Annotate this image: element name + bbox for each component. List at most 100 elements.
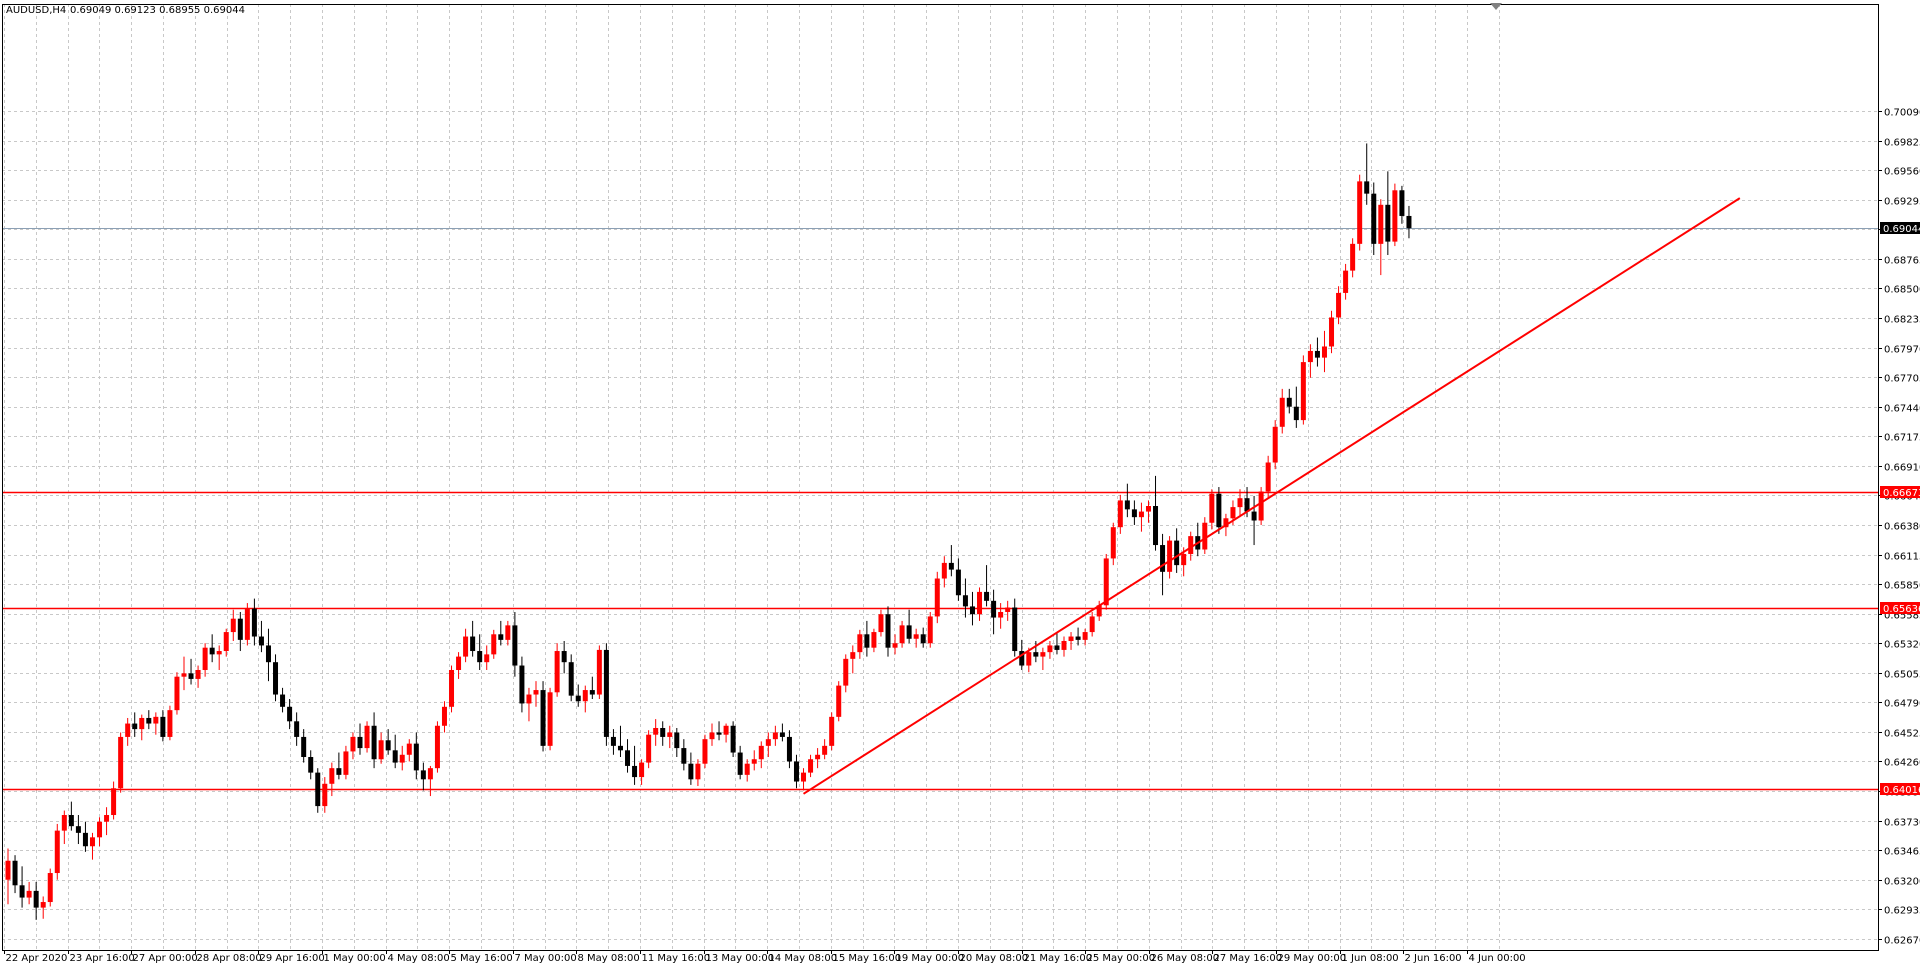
candle-body	[724, 726, 729, 735]
candle-body	[1336, 293, 1341, 318]
candle-body	[935, 579, 940, 617]
candle-body	[27, 891, 32, 898]
candle-body	[1005, 608, 1010, 612]
candle-body	[857, 634, 862, 652]
x-tick-label: 27 May 16:00	[1214, 953, 1283, 964]
candle-body	[1294, 407, 1299, 420]
candle-body	[470, 637, 475, 652]
y-tick-label: 0.67705	[1884, 374, 1920, 385]
candle-body	[512, 625, 517, 665]
candle-body	[808, 759, 813, 772]
candle-body	[414, 744, 419, 771]
candle-body	[893, 643, 898, 647]
candle-body	[118, 737, 123, 788]
x-tick-label: 25 May 00:00	[1087, 953, 1156, 964]
candle-body	[1230, 507, 1235, 518]
candle-body	[991, 601, 996, 618]
candle-body	[534, 690, 539, 694]
y-tick-label: 0.67175	[1884, 433, 1920, 444]
candle-body	[449, 670, 454, 707]
x-tick-label: 7 May 00:00	[515, 953, 577, 964]
candle-body	[1104, 558, 1109, 605]
candle-body	[160, 717, 165, 737]
candle-body	[900, 625, 905, 643]
candle-body	[829, 717, 834, 746]
candle-body	[822, 746, 827, 755]
y-tick-label: 0.68235	[1884, 315, 1920, 326]
candle-body	[400, 755, 405, 763]
candle-body	[921, 634, 926, 643]
candle-body	[1153, 506, 1158, 545]
candle-body	[484, 654, 489, 662]
candle-body	[1273, 427, 1278, 463]
candle-body	[1012, 608, 1017, 652]
candle-body	[442, 707, 447, 726]
candle-body	[336, 768, 341, 775]
candle-body	[886, 614, 891, 647]
candle-body	[632, 766, 637, 777]
candle-body	[1040, 652, 1045, 656]
candle-body	[308, 757, 313, 773]
x-tick-label: 20 May 08:00	[960, 953, 1029, 964]
y-tick-label: 0.65055	[1884, 670, 1920, 681]
candle-body	[794, 761, 799, 781]
candle-body	[836, 686, 841, 717]
candle-body	[1301, 362, 1306, 420]
candle-body	[963, 595, 968, 606]
candle-body	[358, 737, 363, 748]
candle-body	[1315, 351, 1320, 358]
candle-body	[203, 648, 208, 670]
candle-body	[182, 673, 187, 676]
candle-body	[871, 632, 876, 648]
candle-body	[1026, 652, 1031, 665]
x-tick-label: 4 May 08:00	[388, 953, 450, 964]
candle-body	[1125, 500, 1130, 509]
candle-body	[731, 726, 736, 753]
candle-body	[878, 614, 883, 632]
candle-body	[294, 721, 299, 737]
candle-body	[526, 695, 531, 704]
candle-body	[1350, 244, 1355, 271]
candle-body	[674, 732, 679, 748]
candle-body	[914, 634, 919, 638]
candle-body	[681, 748, 686, 764]
x-tick-label: 13 May 00:00	[706, 953, 775, 964]
candle-body	[815, 755, 820, 759]
y-tick-label: 0.62935	[1884, 906, 1920, 917]
candle-body	[6, 861, 11, 880]
x-tick-label: 15 May 16:00	[833, 953, 902, 964]
candle-body	[224, 632, 229, 651]
candle-body	[1308, 351, 1313, 362]
level-bottom-label: 0.64016	[1883, 785, 1920, 796]
candle-body	[555, 651, 560, 692]
candle-body	[83, 833, 88, 846]
candle-body	[702, 739, 707, 764]
x-tick-label: 1 May 00:00	[324, 953, 386, 964]
candle-body	[1329, 317, 1334, 346]
candle-body	[104, 815, 109, 822]
candle-body	[477, 651, 482, 662]
x-tick-label: 19 May 00:00	[896, 953, 965, 964]
y-tick-label: 0.69295	[1884, 197, 1920, 208]
candle-body	[139, 718, 144, 729]
candle-body	[231, 619, 236, 632]
candle-body	[597, 650, 602, 695]
candle-body	[379, 740, 384, 759]
candle-body	[1076, 637, 1081, 640]
candle-body	[1385, 205, 1390, 242]
candle-body	[1216, 494, 1221, 527]
candle-body	[217, 651, 222, 654]
candle-body	[1343, 271, 1348, 293]
candle-body	[646, 735, 651, 763]
x-tick-label: 29 May 00:00	[1278, 953, 1347, 964]
candle-body	[1146, 506, 1151, 512]
candle-body	[153, 717, 158, 724]
candle-body	[1181, 554, 1186, 565]
candle-body	[1364, 181, 1369, 193]
